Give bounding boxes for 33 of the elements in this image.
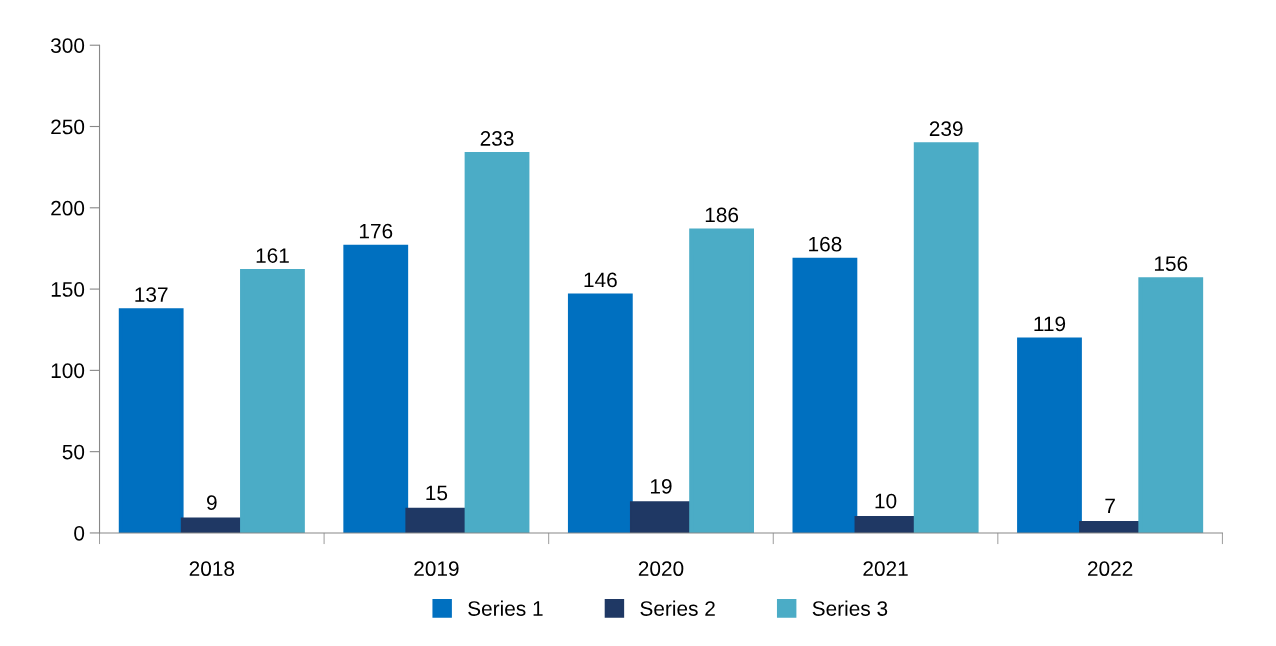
- bar: [854, 515, 917, 533]
- data-label: 156: [1154, 256, 1188, 272]
- data-label: 233: [480, 131, 514, 146]
- data-label: 10: [875, 493, 897, 509]
- bar: [629, 501, 692, 533]
- x-tick-label: 2021: [863, 561, 908, 577]
- data-label: 137: [135, 287, 168, 302]
- x-tick-label: 2022: [1088, 561, 1133, 577]
- y-tick-label: 300: [50, 38, 85, 53]
- data-label: 146: [584, 272, 617, 288]
- data-label: 7: [1105, 498, 1115, 514]
- x-tick-label: 2018: [189, 561, 235, 577]
- data-label: 186: [705, 207, 739, 223]
- data-label: 161: [256, 248, 289, 263]
- y-tick-label: 100: [51, 363, 85, 379]
- legend-label: Series 2: [640, 600, 715, 616]
- legend-label: Series 3: [812, 600, 888, 616]
- data-label: 168: [809, 236, 842, 252]
- y-tick-label: 50: [62, 444, 85, 460]
- data-label: 9: [207, 495, 217, 511]
- y-tick-label: 200: [51, 200, 85, 216]
- y-tick-label: 0: [74, 525, 85, 541]
- data-label: 176: [359, 223, 393, 239]
- data-label: 19: [650, 479, 672, 494]
- y-tick-label: 150: [51, 282, 85, 297]
- bar: [405, 507, 468, 533]
- x-tick-label: 2019: [414, 561, 459, 577]
- x-tick-label: 2020: [638, 561, 684, 577]
- data-label: 15: [426, 485, 448, 501]
- legend-label: Series 1: [468, 600, 543, 616]
- data-label: 119: [1034, 316, 1066, 332]
- data-label: 239: [929, 121, 963, 137]
- y-tick-label: 250: [51, 119, 85, 135]
